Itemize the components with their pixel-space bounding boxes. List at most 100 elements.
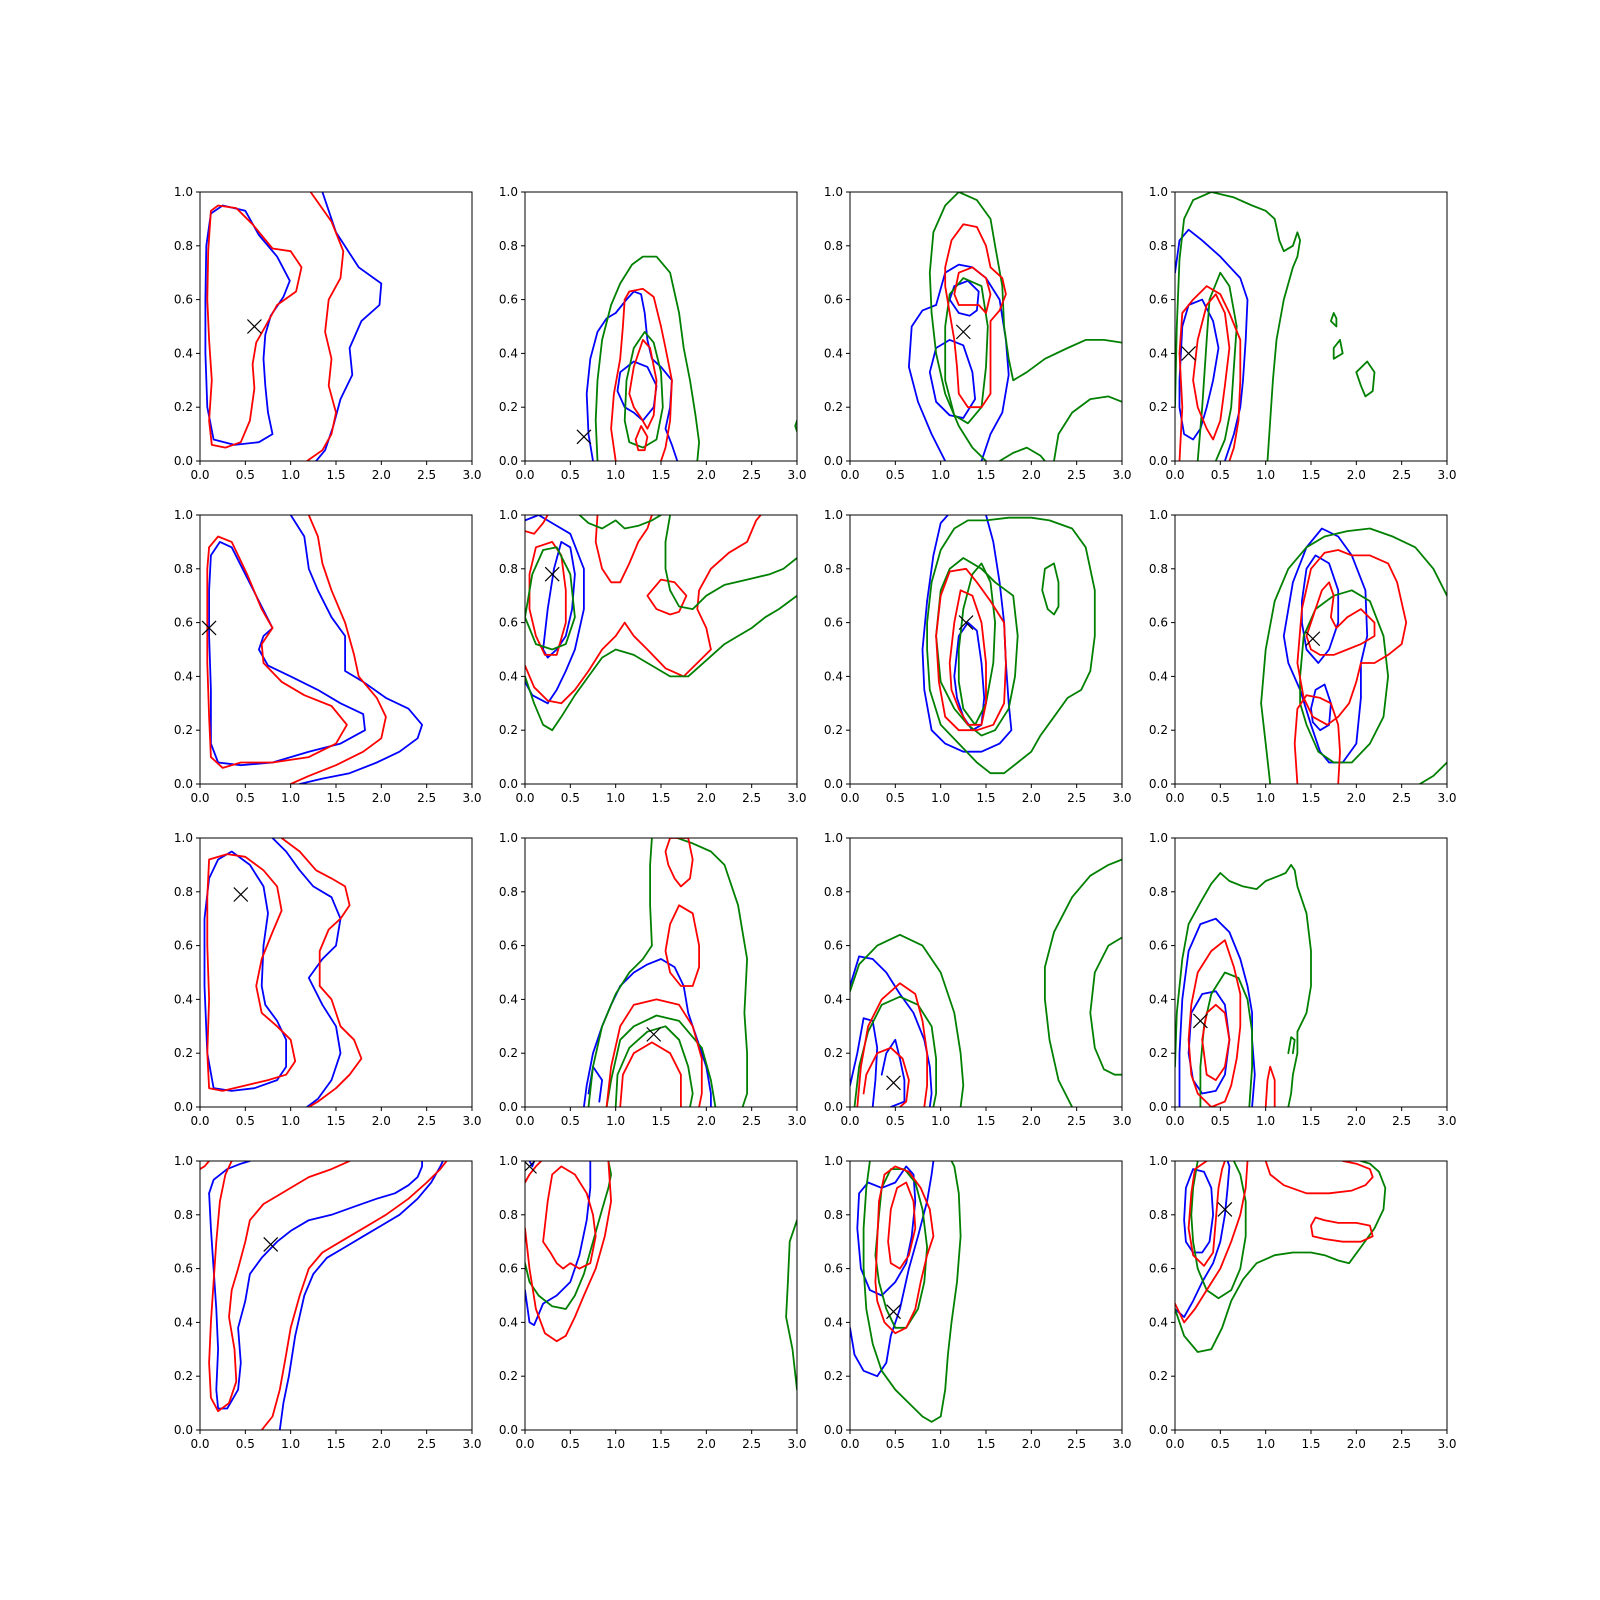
subplot-5: 0.0 0.5 1.0 1.5 2.0 2.5 3.0 0.0 0.2 0.4 0.6 0.8 1.0 — [174, 508, 482, 805]
y-tick-label: 0.8 — [1149, 1208, 1168, 1222]
red-contour-line — [953, 266, 992, 314]
x-tick-label: 0.5 — [886, 791, 905, 805]
red-contour-line — [206, 546, 348, 769]
y-tick-label: 1.0 — [499, 831, 518, 845]
y-tick-label: 0.4 — [1149, 992, 1168, 1006]
x-marker — [958, 615, 974, 631]
green-contour-line — [862, 1161, 962, 1423]
y-tick-label: 1.0 — [824, 508, 843, 522]
y-tick-label: 1.0 — [499, 185, 518, 199]
y-tick-label: 0.2 — [824, 400, 843, 414]
y-tick-label: 1.0 — [824, 185, 843, 199]
y-tick-label: 0.8 — [174, 239, 193, 253]
x-tick-label: 2.0 — [697, 468, 716, 482]
x-tick-label: 2.0 — [697, 791, 716, 805]
x-tick-label: 1.5 — [651, 1114, 670, 1128]
x-tick-label: 2.0 — [1022, 1114, 1041, 1128]
x-tick-label: 1.0 — [606, 1437, 625, 1451]
subplot-1: 0.0 0.5 1.0 1.5 2.0 2.5 3.0 0.0 0.2 0.4 0.6 0.8 1.0 — [174, 185, 482, 482]
y-tick-label: 0.0 — [824, 777, 843, 791]
blue-contour-line — [204, 204, 291, 446]
y-tick-label: 0.2 — [174, 1369, 193, 1383]
x-tick-label: 2.0 — [697, 1114, 716, 1128]
red-contour-line — [610, 298, 626, 461]
y-tick-label: 1.0 — [1149, 185, 1168, 199]
x-tick-label: 3.0 — [1112, 1114, 1131, 1128]
y-tick-label: 0.0 — [824, 1100, 843, 1114]
red-contour-line — [862, 1046, 910, 1107]
y-tick-label: 0.6 — [1149, 293, 1168, 307]
y-tick-label: 0.8 — [499, 885, 518, 899]
red-contour-line — [1305, 581, 1376, 656]
y-tick-label: 0.4 — [824, 1315, 843, 1329]
x-tick-label: 1.0 — [1256, 1437, 1275, 1451]
green-contour-line — [794, 419, 797, 433]
y-tick-label: 0.0 — [174, 454, 193, 468]
x-tick-label: 1.5 — [326, 1114, 345, 1128]
x-tick-label: 2.0 — [1022, 791, 1041, 805]
y-tick-label: 0.2 — [499, 400, 518, 414]
x-tick-label: 2.5 — [1392, 791, 1411, 805]
blue-contour-line — [1301, 554, 1340, 664]
x-tick-label: 3.0 — [1437, 791, 1456, 805]
contour-group — [583, 838, 748, 1107]
red-contour-line — [1178, 285, 1242, 461]
x-tick-label: 1.5 — [1301, 1437, 1320, 1451]
x-tick-label: 0.0 — [190, 1114, 209, 1128]
x-tick-label: 1.5 — [976, 1437, 995, 1451]
y-tick-label: 0.0 — [1149, 1423, 1168, 1437]
x-marker — [955, 324, 971, 340]
x-tick-label: 0.0 — [840, 468, 859, 482]
y-tick-label: 0.6 — [824, 939, 843, 953]
contour-group — [921, 515, 1096, 775]
x-tick-label: 2.5 — [1392, 1114, 1411, 1128]
x-tick-label: 2.5 — [742, 1437, 761, 1451]
x-tick-label: 1.5 — [651, 1437, 670, 1451]
red-contour-line — [212, 1161, 233, 1283]
x-tick-label: 1.5 — [651, 791, 670, 805]
y-tick-label: 0.6 — [174, 616, 193, 630]
y-tick-label: 0.2 — [499, 1046, 518, 1060]
blue-contour-line — [525, 1161, 592, 1326]
red-contour-line — [1187, 1161, 1208, 1230]
blue-contour-line — [616, 360, 658, 422]
red-contour-line — [1187, 939, 1242, 1107]
y-tick-label: 0.0 — [499, 1100, 518, 1114]
x-tick-label: 1.5 — [326, 468, 345, 482]
blue-contour-line — [278, 1161, 444, 1430]
green-contour-line — [1287, 1036, 1296, 1055]
y-tick-label: 0.4 — [499, 346, 518, 360]
x-tick-label: 0.0 — [190, 791, 209, 805]
green-contour-line — [1260, 527, 1447, 705]
green-contour-line — [1260, 702, 1272, 784]
x-tick-label: 1.0 — [281, 791, 300, 805]
x-marker — [1181, 345, 1197, 361]
x-tick-label: 3.0 — [462, 791, 481, 805]
x-tick-label: 2.5 — [417, 1114, 436, 1128]
x-tick-label: 3.0 — [787, 791, 806, 805]
x-tick-label: 2.5 — [1067, 1437, 1086, 1451]
y-tick-label: 0.8 — [1149, 885, 1168, 899]
x-tick-label: 0.5 — [886, 468, 905, 482]
red-contour-line — [1187, 1161, 1226, 1267]
y-tick-label: 1.0 — [1149, 508, 1168, 522]
red-contour-line — [935, 567, 1007, 732]
y-tick-label: 0.4 — [824, 346, 843, 360]
y-tick-label: 0.6 — [1149, 616, 1168, 630]
y-tick-label: 0.2 — [174, 400, 193, 414]
red-contour-line — [306, 192, 345, 461]
y-tick-label: 1.0 — [174, 508, 193, 522]
x-tick-label: 2.0 — [372, 1437, 391, 1451]
green-contour-line — [525, 546, 576, 651]
red-contour-line — [206, 853, 297, 1092]
red-contour-line — [1293, 694, 1341, 784]
x-marker — [525, 1161, 537, 1174]
x-tick-label: 3.0 — [787, 468, 806, 482]
subplot-15: 0.0 0.5 1.0 1.5 2.0 2.5 3.0 0.0 0.2 0.4 0.6 0.8 1.0 — [824, 1154, 1132, 1451]
x-tick-label: 0.5 — [561, 468, 580, 482]
green-contour-line — [664, 515, 797, 610]
x-tick-label: 0.0 — [515, 1114, 534, 1128]
blue-contour-line — [289, 515, 423, 784]
y-tick-label: 0.4 — [174, 346, 193, 360]
y-tick-label: 0.6 — [824, 1262, 843, 1276]
